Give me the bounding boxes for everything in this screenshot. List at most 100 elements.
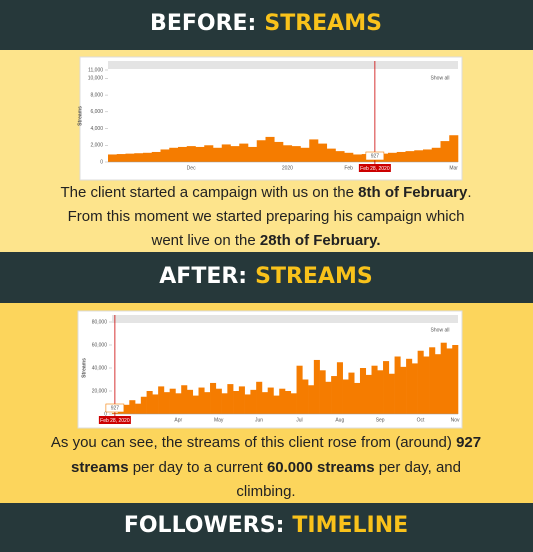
section-highlight: TIMELINE xyxy=(292,513,408,538)
bar xyxy=(429,347,436,414)
bar xyxy=(169,388,176,414)
bar xyxy=(117,411,124,414)
paragraph-line: From this moment we started preparing hi… xyxy=(68,208,465,225)
bar xyxy=(417,350,424,414)
text: The client started a campaign with us on… xyxy=(60,184,358,201)
bar xyxy=(342,379,349,414)
x-tick-label: 2020 xyxy=(282,165,293,171)
bar xyxy=(365,374,372,414)
bar xyxy=(213,147,223,162)
bar xyxy=(452,345,459,414)
bar xyxy=(348,372,355,414)
y-axis-label: Streams xyxy=(77,106,83,126)
bar xyxy=(414,150,424,162)
y-tick-label: 0 xyxy=(100,159,103,165)
bar xyxy=(233,391,240,414)
bar xyxy=(248,146,258,162)
section-highlight: STREAMS xyxy=(264,11,382,36)
bar xyxy=(163,392,170,414)
y-tick-label: 0 xyxy=(104,411,107,417)
bar xyxy=(431,147,441,162)
bar xyxy=(274,141,284,162)
bar xyxy=(158,386,165,414)
bar xyxy=(123,404,130,414)
bar xyxy=(186,389,194,414)
text: per day, and xyxy=(375,459,461,476)
y-axis-label: Streams xyxy=(81,358,87,378)
bar xyxy=(134,153,144,162)
bar xyxy=(125,153,135,162)
value-annotation: 927 xyxy=(371,153,380,159)
y-tick-label: 2,000 xyxy=(90,143,103,149)
bold-text: 28th of February. xyxy=(260,232,381,249)
y-tick-label: 80,000 xyxy=(92,319,108,325)
bar xyxy=(186,146,196,162)
bar xyxy=(411,363,418,414)
show-all[interactable]: Show all xyxy=(431,327,450,333)
bar xyxy=(308,385,315,414)
bar xyxy=(354,382,361,414)
bar xyxy=(446,348,453,414)
bar xyxy=(256,381,263,414)
text: per day to a current xyxy=(129,459,267,476)
bar xyxy=(204,145,214,162)
bar xyxy=(388,152,398,162)
bar xyxy=(129,400,136,414)
bar xyxy=(344,152,354,162)
header-band xyxy=(0,252,533,303)
x-tick-label: Oct xyxy=(417,417,425,423)
section-label: BEFORE: xyxy=(150,11,256,36)
bar xyxy=(195,146,205,162)
date-marker-label: Feb 28, 2020 xyxy=(100,418,130,424)
header-band xyxy=(0,503,533,552)
bar xyxy=(160,149,170,162)
x-tick-label: Apr xyxy=(174,417,182,423)
bar xyxy=(309,139,319,162)
bar xyxy=(302,379,309,414)
x-tick-label: Jun xyxy=(255,417,263,423)
bar xyxy=(175,393,182,414)
section-title: BEFORE: STREAMS xyxy=(150,11,382,36)
date-marker-label: Feb 28, 2020 xyxy=(360,166,390,172)
x-tick-label: Feb xyxy=(344,165,353,171)
y-tick-label: 20,000 xyxy=(92,388,108,394)
bar xyxy=(319,370,326,414)
bar xyxy=(331,376,338,414)
y-tick-label: 60,000 xyxy=(92,342,108,348)
bold-text: 927 xyxy=(456,434,481,451)
bar xyxy=(181,385,188,414)
bar xyxy=(290,393,297,414)
navigator xyxy=(112,315,458,323)
bar xyxy=(140,396,147,414)
bar xyxy=(396,151,406,162)
date-marker-box xyxy=(98,416,131,424)
bar xyxy=(394,356,401,414)
paragraph-line: went live on the 28th of February. xyxy=(151,232,381,249)
bar xyxy=(146,391,153,414)
bar xyxy=(239,143,249,162)
bar xyxy=(250,389,257,414)
bar xyxy=(359,368,367,414)
bar xyxy=(116,154,126,162)
bar xyxy=(108,154,118,162)
bar xyxy=(371,365,378,414)
bar xyxy=(265,136,275,162)
y-tick-label: 11,000 xyxy=(88,67,103,73)
bar xyxy=(388,373,395,414)
bar xyxy=(440,141,450,162)
value-annotation-box xyxy=(365,151,385,161)
text: climbing. xyxy=(236,483,295,500)
bar xyxy=(335,151,345,162)
show-all[interactable]: Show all xyxy=(431,75,450,81)
bold-text: 8th of February xyxy=(358,184,468,201)
bar xyxy=(273,395,280,414)
bar xyxy=(423,149,433,162)
bar xyxy=(291,146,301,162)
header-band xyxy=(0,0,533,50)
bar xyxy=(221,144,231,162)
bar xyxy=(267,387,274,414)
bar xyxy=(423,356,430,414)
bar xyxy=(279,388,286,414)
x-tick-label: Dec xyxy=(187,165,196,171)
